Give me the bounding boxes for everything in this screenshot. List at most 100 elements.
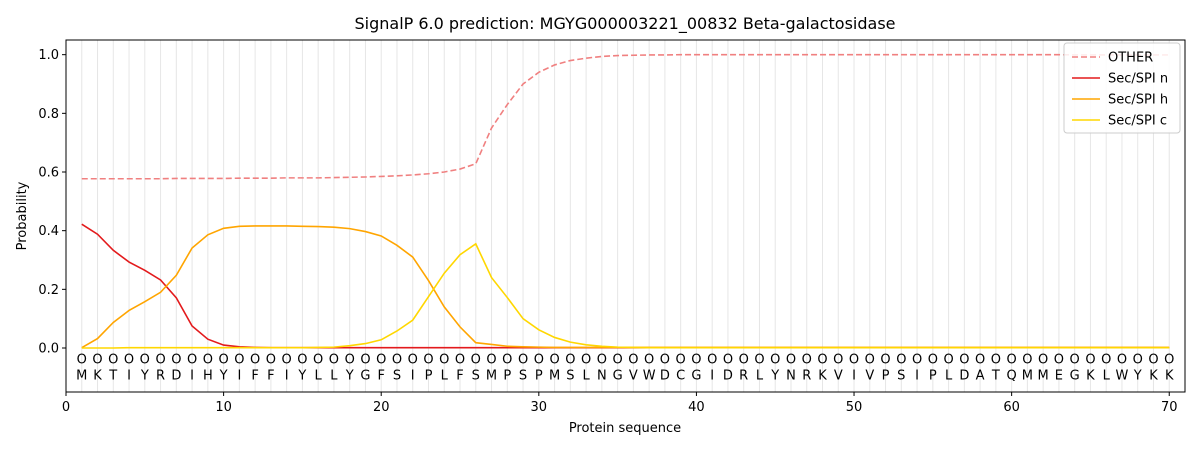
residue-label: K (1165, 368, 1174, 383)
residue-label: I (710, 368, 714, 383)
residue-label: N (597, 368, 607, 383)
region-label: O (471, 352, 481, 367)
region-label: O (1007, 352, 1017, 367)
region-label: O (77, 352, 87, 367)
region-label: O (218, 352, 228, 367)
residue-label: P (929, 368, 937, 383)
residue-label: V (629, 368, 638, 383)
legend-box (1063, 42, 1181, 134)
residue-label: M (486, 368, 497, 383)
residue-label: L (756, 368, 764, 383)
legend-label: Sec/SPI c (1108, 114, 1167, 129)
residue-label: G (360, 368, 370, 383)
region-label: O (187, 352, 197, 367)
legend: OTHER Sec/SPI n Sec/SPI h Sec/SPI c (1063, 42, 1181, 134)
x-tick-label: 10 (215, 400, 232, 415)
region-label: O (486, 352, 496, 367)
region-label: O (628, 352, 638, 367)
residue-label: Y (297, 368, 306, 383)
residue-label: G (691, 368, 701, 383)
region-label: O (786, 352, 796, 367)
region-label: O (565, 352, 575, 367)
region-label: O (1022, 352, 1032, 367)
residue-label: L (330, 368, 338, 383)
residue-label: I (915, 368, 919, 383)
region-label: O (644, 352, 654, 367)
residue-label: P (535, 368, 543, 383)
region-label: O (155, 352, 165, 367)
region-label: O (676, 352, 686, 367)
residue-label: R (739, 368, 748, 383)
residue-label: K (818, 368, 827, 383)
x-tick-label: 70 (1161, 400, 1178, 415)
region-label: O (613, 352, 623, 367)
region-label: O (234, 352, 244, 367)
series-line-0 (81, 53, 1170, 180)
region-label: O (581, 352, 591, 367)
residue-label: I (852, 368, 856, 383)
region-label: O (896, 352, 906, 367)
region-label: O (660, 352, 670, 367)
y-tick-label: 0.2 (38, 283, 59, 298)
residue-label: G (1070, 368, 1080, 383)
residue-label: S (519, 368, 527, 383)
region-label: O (597, 352, 607, 367)
series-lines (81, 53, 1170, 349)
x-tick-label: 20 (373, 400, 390, 415)
residue-label: K (93, 368, 102, 383)
residue-label: H (203, 368, 213, 383)
region-label: O (502, 352, 512, 367)
residue-label: L (1103, 368, 1111, 383)
region-label: O (124, 352, 134, 367)
region-label: O (455, 352, 465, 367)
region-label: O (250, 352, 260, 367)
residue-label: S (472, 368, 480, 383)
region-label: O (880, 352, 890, 367)
residue-label: S (393, 368, 401, 383)
region-label: O (943, 352, 953, 367)
region-label: O (203, 352, 213, 367)
chart-title: SignalP 6.0 prediction: MGYG000003221_00… (354, 14, 895, 34)
residue-label: R (802, 368, 811, 383)
region-label: O (1101, 352, 1111, 367)
region-label: O (723, 352, 733, 367)
residue-label: P (882, 368, 890, 383)
residue-label: M (549, 368, 560, 383)
residue-label: V (865, 368, 874, 383)
residue-label: Y (345, 368, 354, 383)
residue-label: I (285, 368, 289, 383)
residue-label: T (108, 368, 117, 383)
region-label: O (108, 352, 118, 367)
region-label: O (1164, 352, 1174, 367)
region-label: O (739, 352, 749, 367)
region-label: O (928, 352, 938, 367)
region-label: O (518, 352, 528, 367)
region-label: O (691, 352, 701, 367)
region-label: O (313, 352, 323, 367)
residue-label: F (251, 368, 258, 383)
region-label: O (297, 352, 307, 367)
y-tick-label: 0.0 (38, 342, 59, 357)
region-label: O (1085, 352, 1095, 367)
residue-label: Y (219, 368, 228, 383)
region-label: O (282, 352, 292, 367)
residue-label: Y (140, 368, 149, 383)
x-tick-label: 50 (846, 400, 863, 415)
residue-label: R (156, 368, 165, 383)
residue-label: I (411, 368, 415, 383)
residue-label: N (786, 368, 796, 383)
residue-label: C (676, 368, 685, 383)
region-label: O (266, 352, 276, 367)
residue-label: T (991, 368, 1000, 383)
x-axis-title: Protein sequence (569, 421, 681, 436)
region-label: O (534, 352, 544, 367)
residue-label: W (643, 368, 656, 383)
residue-label: K (1086, 368, 1095, 383)
region-label: O (360, 352, 370, 367)
region-label: O (1038, 352, 1048, 367)
region-label: O (959, 352, 969, 367)
residue-label: Y (1133, 368, 1142, 383)
residue-label: I (190, 368, 194, 383)
region-label: O (912, 352, 922, 367)
